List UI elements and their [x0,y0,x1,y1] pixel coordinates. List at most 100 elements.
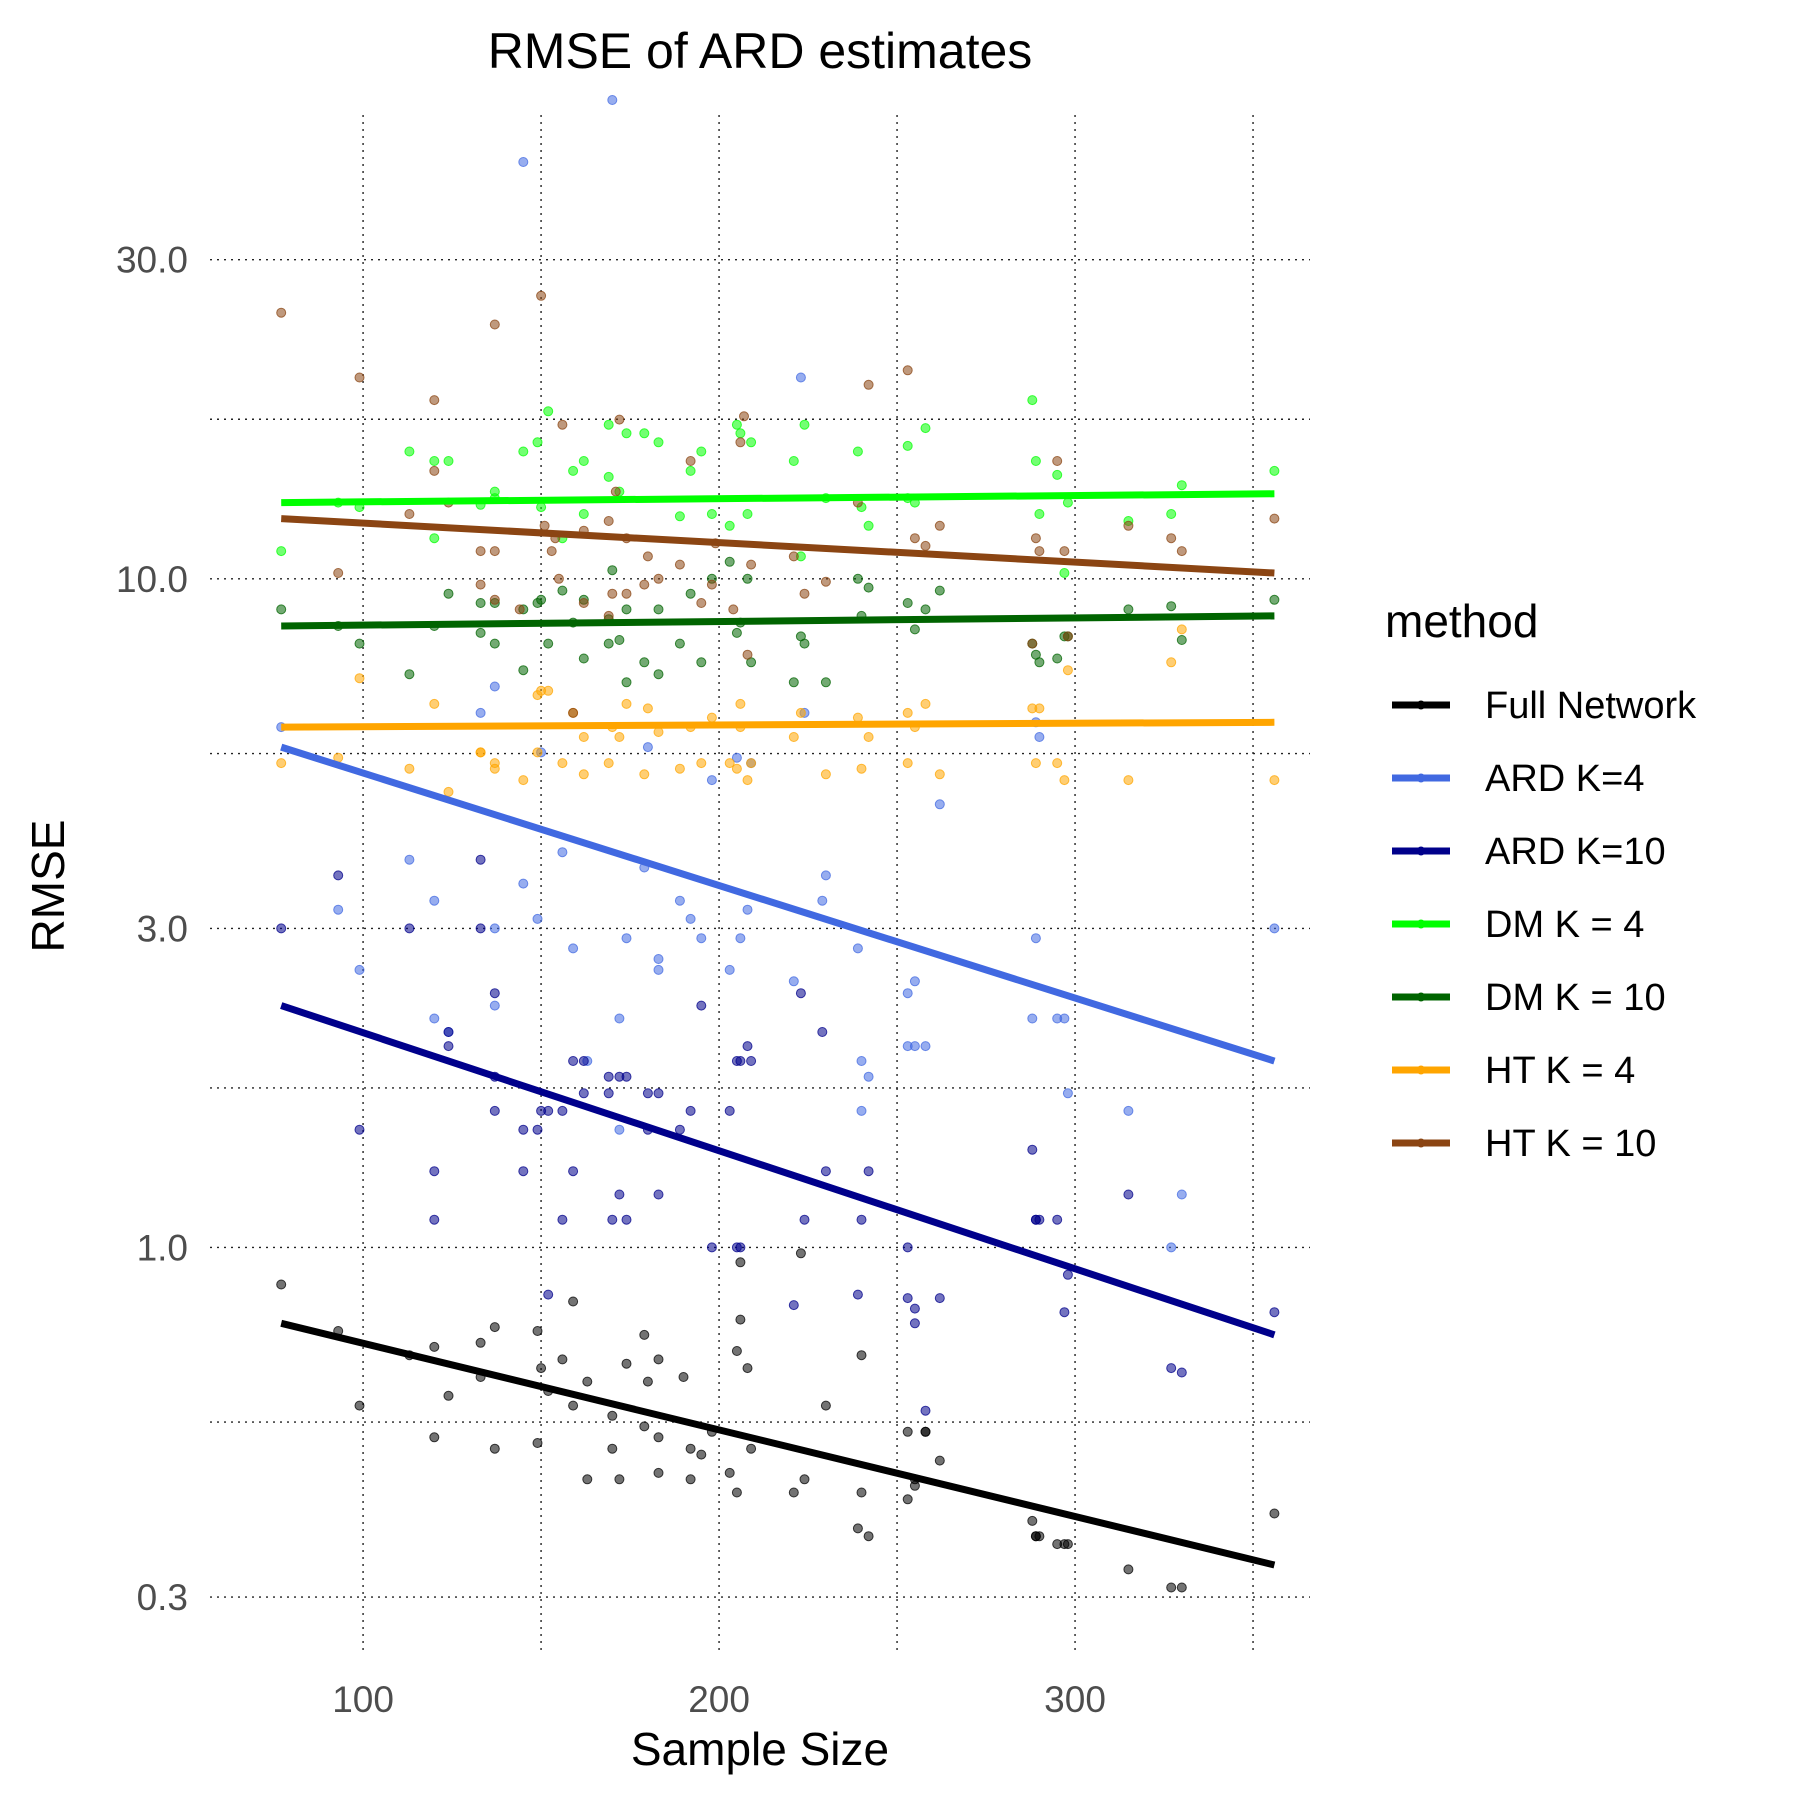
data-point [1059,568,1070,578]
data-point [902,1426,913,1437]
data-point [642,703,653,714]
data-point [724,758,735,769]
data-point [578,509,589,519]
data-point [568,465,579,476]
legend-label: DM K = 10 [1485,977,1666,1019]
data-point [1123,604,1134,615]
data-point [1269,923,1280,934]
data-point [934,585,945,596]
data-point [1269,513,1280,524]
data-point [1034,657,1045,668]
data-point [852,573,863,584]
data-point [934,1293,945,1304]
y-tick-label: 3.0 [137,908,188,949]
legend-item-full-network: Full Network [1392,685,1697,727]
data-point [724,1105,735,1116]
data-point [621,698,632,709]
data-point [1176,635,1187,645]
data-point [532,437,543,448]
data-point [489,923,500,934]
series-dm-k-4-points [276,395,1280,578]
data-point [746,1443,757,1454]
data-point [276,604,287,615]
data-point [578,1088,589,1099]
data-point [603,1088,614,1099]
data-point [920,540,931,551]
data-point [909,533,920,544]
trend-line-full-network [280,1319,1276,1569]
data-point [1166,1242,1177,1253]
data-point [653,1467,664,1478]
data-point [1166,1582,1177,1593]
data-point [1059,1013,1070,1024]
data-point [546,546,557,557]
data-point [603,758,614,769]
data-point [724,1467,735,1478]
data-point [1176,546,1187,557]
data-point [852,712,863,723]
x-axis-ticks: 100 200 300 [332,1679,1106,1720]
data-point [614,414,625,425]
data-point [653,1432,664,1443]
data-point [706,775,717,786]
data-point [902,440,913,451]
data-point [934,799,945,810]
data-point [696,598,707,608]
data-point [578,653,589,664]
data-point [852,943,863,954]
data-point [354,964,365,975]
data-point [404,669,415,680]
data-point [1269,775,1280,786]
data-point [1062,665,1073,676]
data-point [685,588,696,599]
data-point [603,471,614,482]
data-point [902,988,913,999]
data-point [909,1041,920,1052]
data-point [489,319,500,330]
data-point [788,732,799,742]
data-point [429,1341,440,1352]
data-point [1123,775,1134,786]
series-ht-k-4-points [276,624,1280,797]
data-point [1062,631,1073,642]
legend: method Full Network ARD K=4 ARD K=10 DM K =… [1385,595,1697,1165]
data-point [852,1523,863,1534]
data-point [621,588,632,599]
data-point [1030,533,1041,544]
data-point [475,579,486,590]
x-tick-label: 200 [688,1679,750,1720]
data-point [354,1124,365,1135]
data-point [276,1279,287,1290]
data-point [568,1166,579,1177]
data-point [603,638,614,649]
data-point [856,1487,867,1498]
data-point [795,988,806,999]
data-point [934,769,945,780]
data-point [739,411,749,422]
data-point [639,1421,650,1432]
data-point [674,511,685,522]
trend-line-dm-k-4 [281,490,1275,507]
data-point [1034,509,1045,519]
data-point [731,752,742,763]
y-tick-label: 1.0 [137,1227,188,1268]
data-point [429,698,440,709]
data-point [1176,1189,1187,1200]
series-ard-k-4-points [276,95,1280,1253]
data-point [489,486,500,497]
data-point [653,573,664,584]
data-point [1027,1013,1038,1024]
data-point [696,1449,707,1460]
data-point [582,1474,593,1485]
data-point [856,1105,867,1116]
data-point [820,870,831,881]
data-point [788,1487,799,1498]
y-tick-label: 10.0 [116,559,188,600]
data-point [735,933,746,944]
data-point [1059,775,1070,786]
data-point [568,1056,579,1066]
data-point [543,638,554,649]
data-point [614,635,625,645]
data-point [532,1438,543,1448]
data-point [731,419,742,430]
